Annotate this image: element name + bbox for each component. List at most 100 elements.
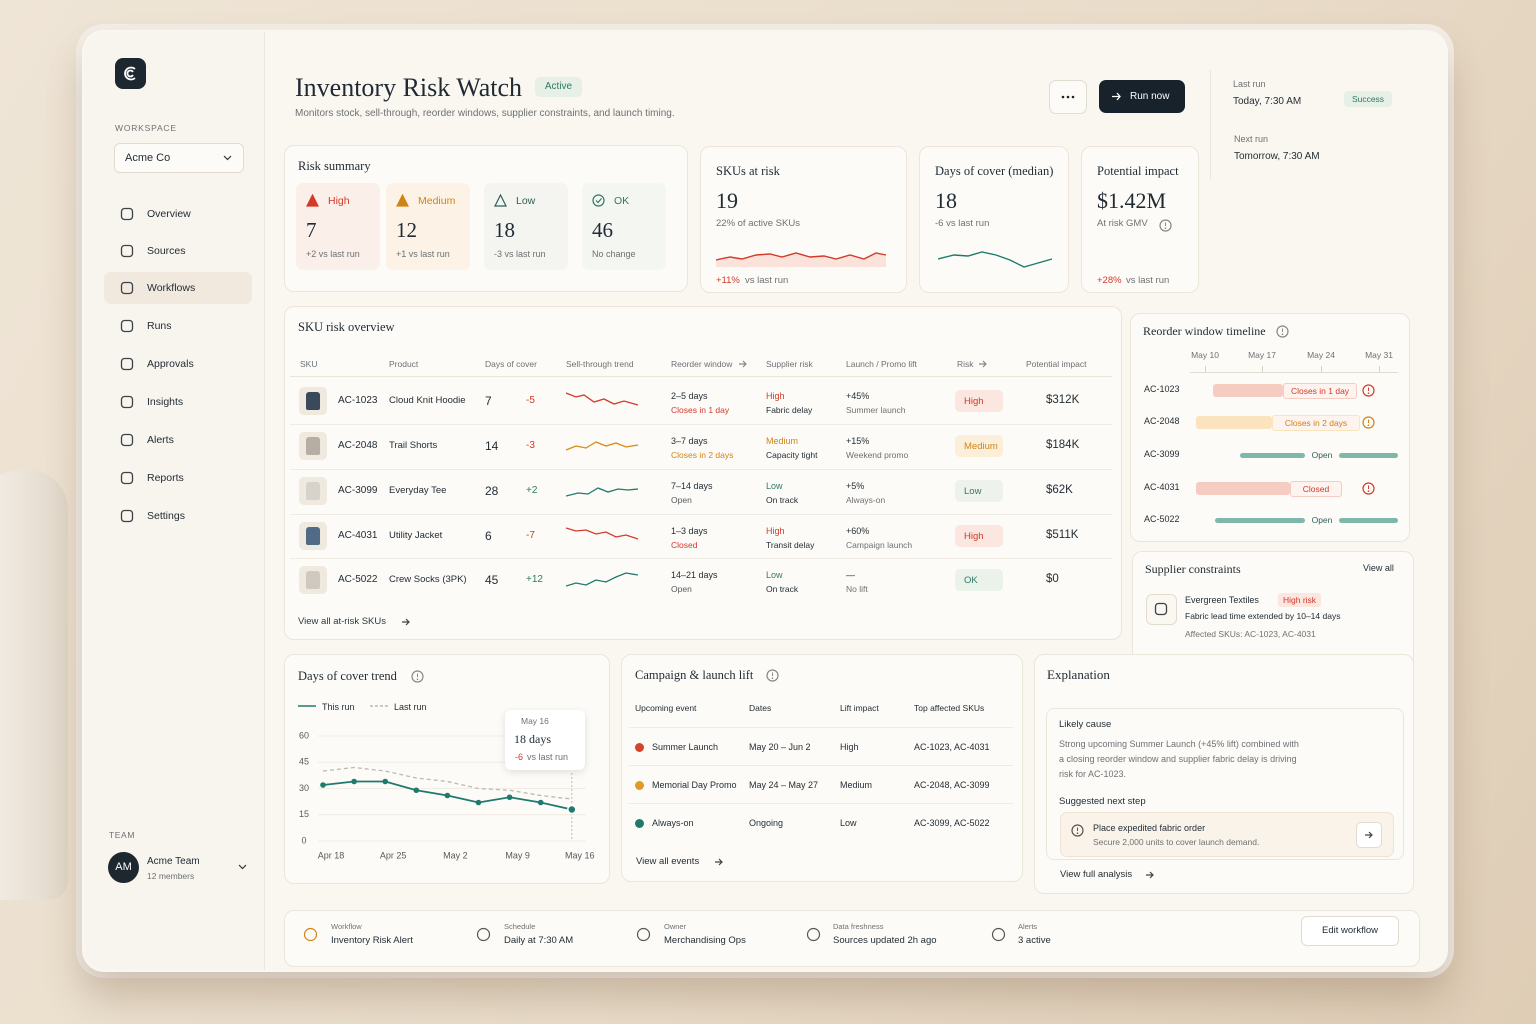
nav-item[interactable]: [104, 424, 252, 456]
next-step-label: Suggested next step: [1059, 796, 1146, 807]
window-note: Closes in 2 days: [671, 450, 734, 460]
risk-badge: Medium: [955, 435, 1003, 457]
success-badge: Success: [1344, 91, 1392, 107]
column-header: Risk: [957, 359, 974, 369]
y-tick-label: 0: [301, 835, 306, 845]
campaign-cell: AC-3099, AC-5022: [914, 818, 990, 828]
lift: +5%: [846, 481, 865, 491]
avatar-initials: AM: [115, 861, 132, 873]
timeline-sku: AC-5022: [1144, 514, 1180, 524]
campaign-card: [621, 654, 1023, 882]
workspace-label: WORKSPACE: [115, 123, 177, 133]
window-bar: [1240, 453, 1305, 458]
spark-line: [566, 392, 639, 406]
footer-label: Workflow: [331, 922, 362, 931]
lift-note: Campaign launch: [846, 540, 913, 550]
icon-shape: [595, 198, 602, 204]
logo-mark: [124, 66, 136, 81]
risk-text: OK: [964, 575, 978, 586]
icon-shape: [1071, 824, 1084, 837]
footer-bar: [284, 910, 1420, 967]
reorder-window: 3–7 days: [671, 436, 708, 446]
legend-label: Last run: [394, 702, 427, 712]
icon-shape: [223, 155, 232, 161]
footer-icon: [806, 927, 821, 942]
supplier-note: Transit delay: [766, 540, 815, 550]
kpi-value: 18: [935, 188, 957, 213]
campaign-cell: AC-1023, AC-4031: [914, 742, 990, 752]
days-delta: +2: [526, 485, 538, 496]
logo: [115, 58, 146, 89]
icon-shape: [396, 194, 409, 207]
window-label: Closes in 2 days: [1272, 415, 1360, 431]
nav-label: Alerts: [147, 434, 174, 446]
spark-line: [566, 441, 639, 451]
timeline-date: May 31: [1365, 350, 1393, 360]
risk-label: OK: [614, 195, 630, 207]
impact: $0: [1046, 573, 1059, 585]
arrow-icon: [979, 360, 987, 368]
action-box[interactable]: Place expedited fabric order Secure 2,000…: [1060, 812, 1394, 857]
icon-shape: [715, 858, 723, 866]
action-title: Place expedited fabric order: [1093, 823, 1206, 833]
action-button[interactable]: [1356, 822, 1382, 848]
cause-label: Likely cause: [1059, 719, 1112, 730]
sparkline: [716, 252, 887, 267]
alert-icon: [1362, 482, 1375, 495]
info-icon: [1159, 219, 1172, 232]
header-rule: [290, 376, 1112, 377]
sell-through-sparkline: [566, 441, 639, 451]
window-bar: [1213, 384, 1283, 397]
run-button[interactable]: Run now: [1099, 80, 1185, 113]
risk-tile: Low 18 -3 vs last run: [484, 183, 568, 270]
impact: $312K: [1046, 394, 1080, 406]
spark-line: [566, 527, 639, 540]
icon-shape: [120, 433, 134, 447]
icon-shape: [592, 194, 605, 207]
row-rule: [629, 727, 1013, 728]
footer-label: Owner: [664, 922, 687, 931]
chevron: [223, 155, 232, 161]
status-text: Active: [544, 81, 573, 92]
nav-item[interactable]: [104, 310, 252, 342]
nav-icon: [120, 244, 134, 258]
thumbnail: [299, 522, 327, 550]
timeline-tick: [1205, 366, 1206, 372]
lift: +45%: [846, 391, 870, 401]
row-rule: [290, 469, 1112, 470]
workspace-select[interactable]: Acme Co: [114, 143, 244, 173]
point: [475, 799, 482, 806]
icon-shape: [494, 194, 507, 207]
window-note: Open: [671, 495, 692, 505]
risk-delta: +1 vs last run: [396, 249, 450, 259]
y-tick-label: 45: [299, 757, 309, 767]
impact: $184K: [1046, 439, 1080, 451]
campaign-cell: May 24 – May 27: [749, 780, 819, 790]
risk-delta: +2 vs last run: [306, 249, 360, 259]
team-name: Acme Team: [147, 856, 200, 867]
icon-shape: [1362, 384, 1375, 397]
risk-value: 18: [494, 218, 515, 242]
icon: [1154, 602, 1168, 616]
more-button[interactable]: [1049, 80, 1087, 114]
risk-icon: [592, 194, 605, 207]
point: [444, 792, 451, 799]
arrow-icon: [1365, 831, 1373, 839]
campaign-cell: Ongoing: [749, 818, 784, 828]
edit-button[interactable]: Edit workflow: [1301, 916, 1399, 946]
column-header: Potential impact: [1026, 359, 1087, 369]
page-title: Inventory Risk Watch: [295, 73, 523, 102]
action-detail: Secure 2,000 units to cover launch deman…: [1093, 837, 1260, 847]
days-of-cover: 28: [485, 484, 499, 498]
x-tick-label: Apr 18: [318, 850, 345, 860]
risk-tile: High 7 +2 vs last run: [296, 183, 380, 270]
days-delta: +12: [526, 574, 543, 585]
card-title: Supplier constraints: [1145, 562, 1241, 576]
point: [320, 782, 326, 788]
window-bar: [1215, 518, 1305, 523]
kpi-delta-suffix: vs last run: [1126, 275, 1170, 286]
risk-value: 7: [306, 218, 317, 242]
risk-icon: [396, 194, 409, 207]
footer-icon: [476, 927, 491, 942]
garment: [306, 527, 320, 545]
